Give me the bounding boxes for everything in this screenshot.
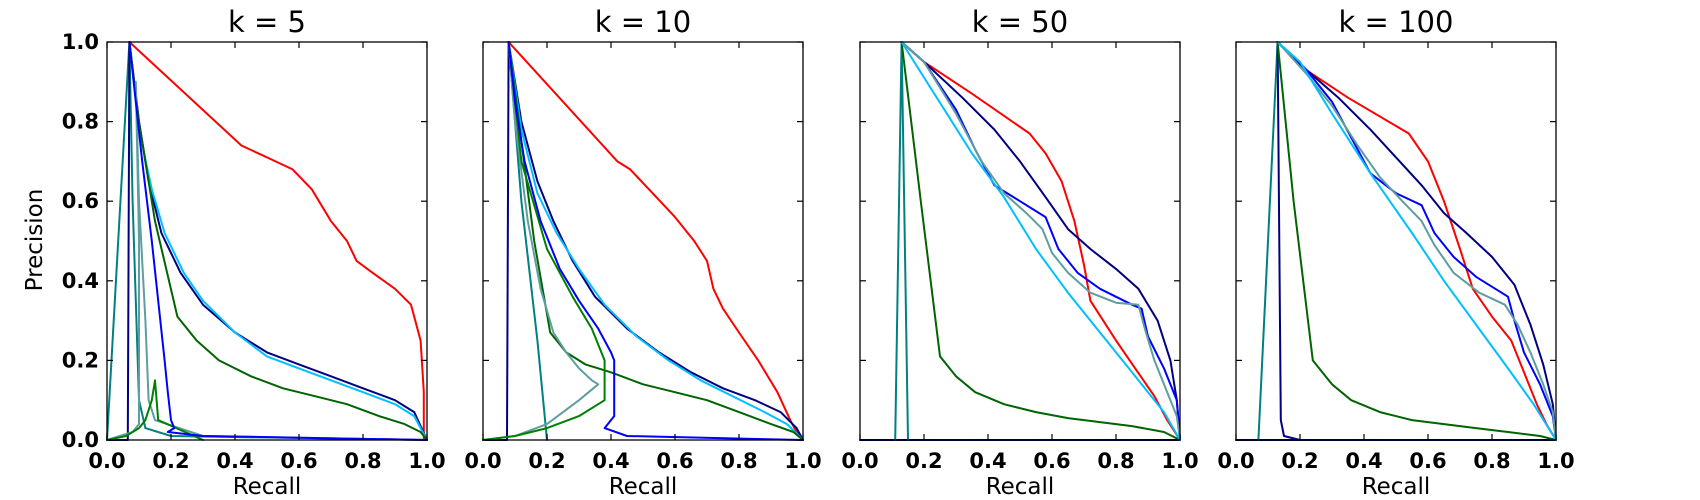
x-tick-label: 0.6 — [280, 449, 317, 473]
chart-title: k = 5 — [228, 5, 306, 39]
y-axis-label: Precision — [22, 189, 48, 292]
x-tick-label: 1.0 — [408, 449, 445, 473]
series-line-green — [128, 41, 428, 441]
series-line-darkgreen2 — [106, 379, 204, 441]
series-line-green — [507, 41, 804, 441]
x-tick-label: 0.8 — [1097, 449, 1134, 473]
plot-frame — [106, 41, 428, 441]
x-tick-label: 0.6 — [1409, 449, 1446, 473]
series-line-cadetblue — [1276, 41, 1557, 441]
x-axis-label: Recall — [233, 474, 302, 500]
x-tick-label: 0.6 — [656, 449, 693, 473]
y-tick-label: 0.6 — [62, 189, 99, 213]
x-tick-label: 0.4 — [1345, 449, 1382, 473]
x-axis-label: Recall — [986, 474, 1055, 500]
x-tick-label: 0.8 — [1473, 449, 1510, 473]
y-tick-label: 0.8 — [62, 110, 99, 134]
series-line-teal — [1257, 41, 1279, 441]
series-line-cadetblue — [482, 41, 600, 441]
series-line-darkgreen2 — [482, 41, 606, 441]
series-line-blue — [507, 41, 804, 441]
x-tick-label: 0.4 — [216, 449, 253, 473]
series-line-green — [1276, 41, 1557, 441]
chart-panel-2: k = 10 0.0 0.2 0.4 0.6 0.8 1.0 Recall — [464, 5, 821, 500]
x-tick-label: 0.4 — [592, 449, 629, 473]
series-line-cadetblue — [900, 41, 1181, 441]
series-line-red — [900, 41, 1181, 441]
x-tick-label: 0.8 — [720, 449, 757, 473]
x-tick-label: 0.2 — [1281, 449, 1318, 473]
y-tick-label: 1.0 — [62, 30, 99, 54]
series-line-navy — [900, 41, 1181, 441]
y-tick-label: 0.2 — [62, 348, 99, 372]
series-line-teal — [894, 41, 909, 441]
x-tick-label: 0.0 — [1217, 449, 1254, 473]
x-tick-label: 0.2 — [905, 449, 942, 473]
series-line-deepskyblue — [507, 41, 804, 441]
series-line-green — [900, 41, 1181, 441]
chart-title: k = 100 — [1339, 5, 1454, 39]
series-line-red — [507, 41, 804, 441]
series-line-deepskyblue — [128, 41, 428, 441]
series-line-red — [128, 41, 425, 441]
x-tick-label: 0.0 — [841, 449, 878, 473]
x-tick-label: 0.6 — [1033, 449, 1070, 473]
x-axis-label: Recall — [1362, 474, 1431, 500]
chart-panel-4: k = 100 0.0 0.2 0.4 0.6 0.8 1.0 Recall — [1217, 5, 1574, 500]
plot-frame — [482, 41, 804, 441]
y-tick-label: 0.0 — [62, 428, 99, 452]
x-tick-label: 0.4 — [969, 449, 1006, 473]
x-tick-label: 0.0 — [88, 449, 125, 473]
x-tick-label: 0.2 — [152, 449, 189, 473]
plot-frame — [859, 41, 1181, 441]
chart-title: k = 50 — [972, 5, 1068, 39]
x-tick-label: 1.0 — [1537, 449, 1574, 473]
chart-title: k = 10 — [595, 5, 691, 39]
x-tick-label: 0.2 — [528, 449, 565, 473]
series-line-blue — [128, 41, 428, 441]
plot-frame — [1235, 41, 1557, 441]
chart-panel-1: k = 5 0.0 0.2 0.4 0.6 0.8 1.0 0.0 0.2 0.4 0.6 0.8 1.… — [62, 5, 446, 500]
series-line-navy-spike — [1276, 41, 1301, 441]
series-line-navy — [1276, 41, 1557, 441]
x-tick-label: 0.0 — [464, 449, 501, 473]
x-axis-label: Recall — [609, 474, 678, 500]
y-tick-label: 0.4 — [62, 269, 99, 293]
x-tick-label: 1.0 — [784, 449, 821, 473]
x-tick-label: 0.8 — [344, 449, 381, 473]
x-tick-label: 1.0 — [1161, 449, 1198, 473]
series-line-deepskyblue — [900, 41, 1181, 441]
series-line-deepskyblue — [1276, 41, 1557, 441]
chart-panel-3: k = 50 0.0 0.2 0.4 0.6 0.8 1.0 Recall — [841, 5, 1198, 500]
